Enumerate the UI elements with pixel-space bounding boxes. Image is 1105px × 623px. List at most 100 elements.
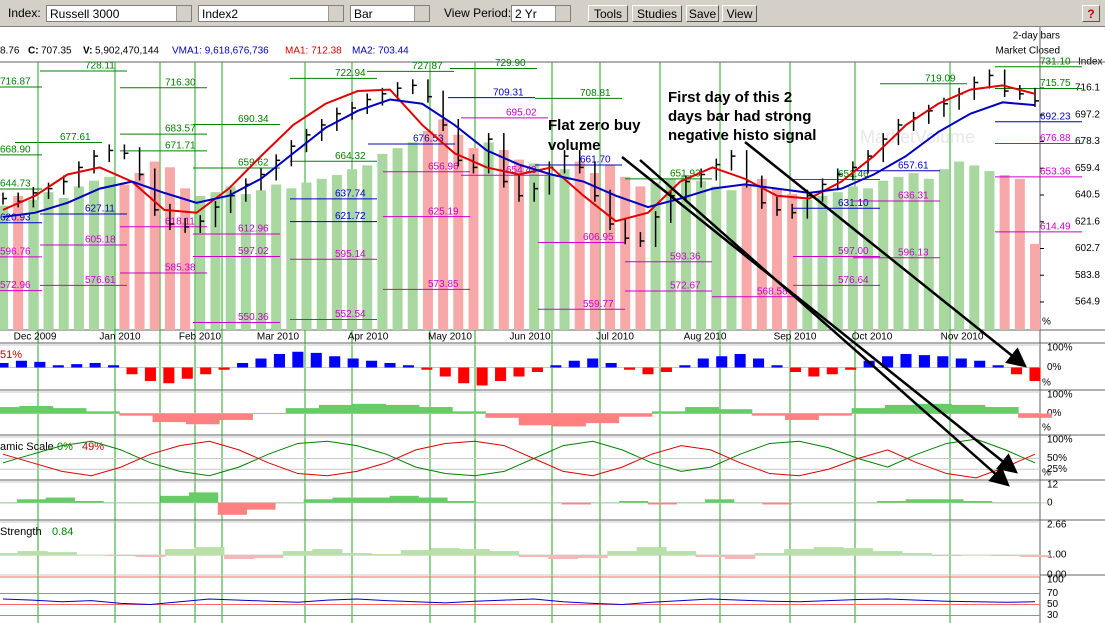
level-label: 568.58 [757, 286, 788, 297]
panel-label: Strength [0, 526, 42, 538]
volume-bar [301, 182, 312, 330]
level-label: 637.74 [335, 189, 366, 200]
histogram-bar [361, 497, 391, 503]
y-tick-label: 12 [1047, 480, 1059, 491]
histogram-bar [285, 408, 320, 414]
histogram-bar [485, 413, 520, 418]
level-label: 653.36 [1040, 166, 1071, 177]
y-tick-label: 1.00 [1047, 550, 1067, 561]
volume-bar [134, 173, 145, 330]
histogram-bar [160, 495, 190, 503]
info: 8.76 [0, 46, 20, 57]
histogram-bar [164, 549, 195, 556]
histogram-bar [751, 413, 786, 416]
x-tick-label: Jan 2010 [99, 332, 141, 343]
histogram-bar [76, 555, 107, 556]
annotation: days bar had strong [668, 108, 811, 125]
level-label: 576.61 [85, 275, 116, 286]
volume-bar [529, 163, 540, 330]
histogram-bar [513, 367, 525, 377]
volume-bar [149, 161, 160, 330]
histogram-bar [991, 502, 1021, 504]
histogram-bar [518, 413, 553, 426]
info: Market Closed [996, 46, 1060, 57]
x-tick-label: Jul 2010 [596, 332, 634, 343]
volume-bar [407, 142, 418, 330]
button[interactable]: Studies [632, 5, 682, 22]
y-tick-label: 25% [1047, 464, 1067, 475]
histogram-bar [292, 351, 304, 368]
histogram-bar [676, 502, 706, 504]
y-tick-label: 697.2 [1075, 109, 1100, 120]
level-label: 719.09 [925, 73, 956, 84]
histogram-bar [303, 499, 333, 503]
y-tick-label: 640.5 [1075, 190, 1100, 201]
histogram-bar [585, 413, 620, 424]
histogram-bar [753, 358, 765, 368]
panel-label: 49% [82, 441, 104, 453]
period-select[interactable]: 2 Yr [511, 5, 571, 22]
histogram-bar [312, 549, 343, 556]
volume-bar [13, 196, 24, 330]
y-tick-label: 100 [1047, 575, 1064, 586]
style-select[interactable]: Bar [350, 5, 430, 22]
histogram-bar [754, 553, 785, 556]
level-label: 676.88 [1040, 133, 1071, 144]
volume-bar [195, 196, 206, 330]
histogram-bar [531, 367, 543, 372]
level-label: 716.30 [165, 77, 196, 88]
index2-select[interactable]: Index2 [198, 5, 344, 22]
histogram-bar [189, 492, 219, 503]
histogram-bar [1011, 367, 1023, 375]
level-label: 692.23 [1040, 111, 1071, 122]
button[interactable]: View [722, 5, 757, 22]
histogram-bar [352, 403, 387, 414]
level-label: 612.96 [238, 224, 269, 235]
histogram-bar [716, 356, 728, 368]
index-select[interactable]: Russell 3000 [46, 5, 192, 22]
button[interactable]: Tools [588, 5, 628, 22]
histogram-bar [1018, 413, 1052, 418]
percent-label: % [1042, 468, 1051, 479]
histogram-bar [725, 555, 756, 560]
panel-label: 0% [57, 441, 73, 453]
histogram-bar [19, 405, 54, 414]
volume-bar [878, 180, 889, 330]
histogram-bar [200, 367, 212, 375]
level-label: 728.11 [85, 61, 115, 72]
volume-bar [696, 180, 707, 330]
y-tick-label: 602.7 [1075, 243, 1100, 254]
level-label: 729.90 [495, 58, 526, 69]
volume-bar [680, 174, 691, 330]
button[interactable]: Save [686, 5, 719, 22]
histogram-bar [119, 413, 154, 416]
histogram-bar [217, 502, 247, 515]
annotations: Flat zero buy volume First day of this 2… [548, 89, 816, 154]
histogram-bar [384, 363, 396, 368]
volume-bar [635, 186, 646, 330]
histogram-bar [219, 413, 253, 420]
histogram-bar [1029, 367, 1041, 381]
histogram-bar [607, 551, 638, 556]
info: 707.35 [41, 46, 72, 57]
level-label: 722.94 [335, 68, 366, 79]
histogram-bar [15, 360, 27, 368]
info: MA1: 712.38 [285, 46, 342, 57]
level-label: 606.95 [583, 232, 614, 243]
histogram-bar [577, 555, 608, 559]
help-button[interactable]: ? [1082, 5, 1100, 22]
volume-bar [240, 194, 251, 330]
histogram-bar [366, 360, 378, 368]
volume-bar [422, 130, 433, 330]
level-label: 677.61 [60, 132, 91, 143]
volume-bar [180, 188, 191, 330]
histogram-bar [771, 365, 783, 368]
histogram-bar [843, 548, 874, 556]
volume-bar [893, 176, 904, 330]
histogram-bar [955, 358, 967, 368]
volume-bar [954, 161, 965, 330]
histogram-bar [418, 497, 448, 503]
histogram-bar [590, 502, 620, 504]
info: 2-day bars [1013, 31, 1060, 42]
volume-bar [28, 199, 39, 330]
